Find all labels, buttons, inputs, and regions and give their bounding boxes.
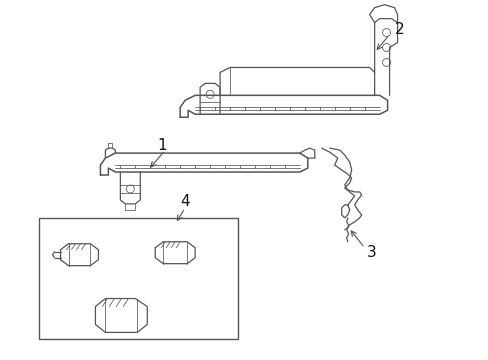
Text: 1: 1 bbox=[157, 138, 167, 153]
Text: 3: 3 bbox=[366, 245, 376, 260]
Text: 4: 4 bbox=[180, 194, 190, 210]
Bar bbox=[39, 218, 238, 339]
Text: 2: 2 bbox=[394, 22, 404, 37]
